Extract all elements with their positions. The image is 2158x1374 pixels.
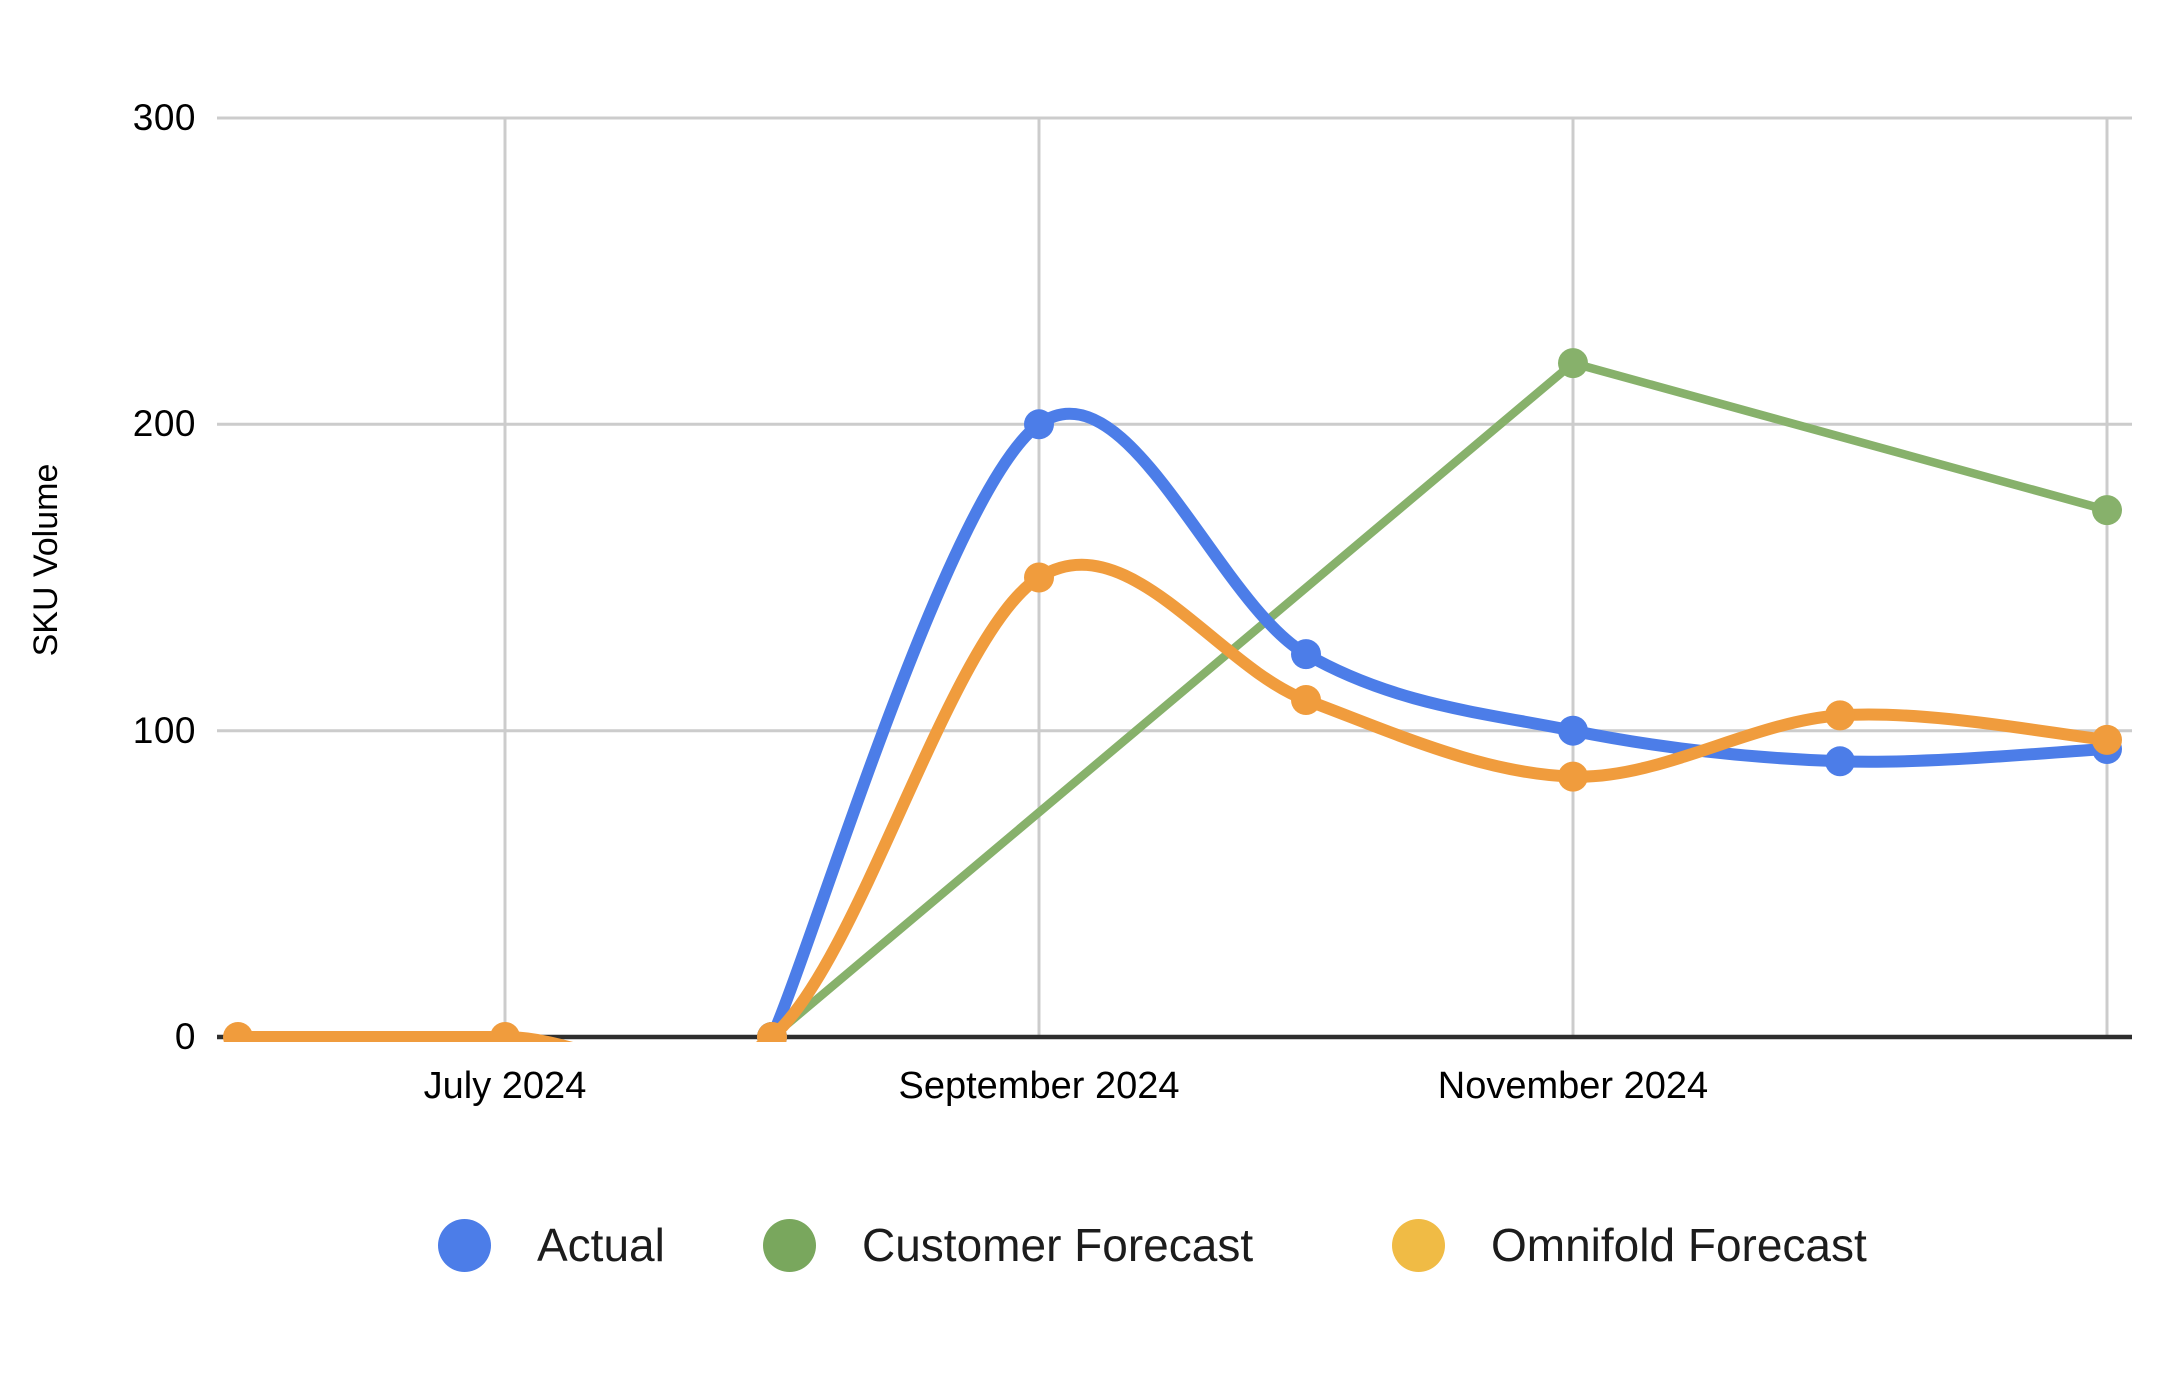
data-point-actual-september-2024[interactable] [1024, 409, 1054, 440]
data-point-omnifold-forecast-august-2024[interactable] [757, 1022, 787, 1052]
legend-item-actual: Actual [438, 1218, 665, 1272]
data-point-customer-forecast-november-2024[interactable] [1558, 348, 1588, 379]
series-line-actual [766, 408, 2113, 1042]
data-point-omnifold-forecast-september-2024[interactable] [1024, 562, 1054, 593]
x-axis-tick-label: September 2024 [898, 1065, 1180, 1107]
data-point-omnifold-forecast-july-2024[interactable] [490, 1022, 520, 1052]
y-axis-title: SKU Volume [27, 463, 65, 657]
legend-label: Customer Forecast [862, 1218, 1254, 1271]
data-point-omnifold-forecast-december-2024[interactable] [1825, 700, 1855, 731]
data-point-omnifold-forecast-june-2024[interactable] [223, 1022, 253, 1052]
legend-label: Omnifold Forecast [1491, 1218, 1867, 1271]
y-axis-tick-label: 100 [132, 710, 196, 751]
data-point-actual-december-2024[interactable] [1825, 746, 1855, 777]
legend-marker-omnifold-forecast-icon [1392, 1218, 1445, 1272]
legend-item-omnifold-forecast: Omnifold Forecast [1392, 1218, 1867, 1272]
data-point-actual-november-2024[interactable] [1558, 715, 1588, 746]
series-omnifold-forecast [223, 558, 2122, 1052]
legend-label: Actual [537, 1218, 665, 1271]
data-point-omnifold-forecast-october-2024[interactable] [1291, 685, 1321, 715]
data-point-customer-forecast-january-2025[interactable] [2092, 495, 2122, 526]
y-axis-tick-label: 200 [132, 403, 196, 444]
data-point-omnifold-forecast-january-2025[interactable] [2092, 724, 2122, 755]
data-point-omnifold-forecast-november-2024[interactable] [1558, 761, 1588, 792]
x-axis-tick-label: November 2024 [1437, 1065, 1709, 1107]
legend-marker-customer-forecast-icon [763, 1218, 816, 1272]
legend-marker-actual-icon [438, 1218, 491, 1272]
series-line-omnifold-forecast [232, 558, 2113, 1042]
legend-item-customer-forecast: Customer Forecast [763, 1218, 1253, 1272]
y-axis-tick-label: 300 [132, 97, 196, 138]
data-point-actual-october-2024[interactable] [1291, 639, 1321, 670]
x-axis-tick-label: July 2024 [423, 1065, 587, 1107]
y-axis-tick-label: 0 [174, 1016, 196, 1057]
